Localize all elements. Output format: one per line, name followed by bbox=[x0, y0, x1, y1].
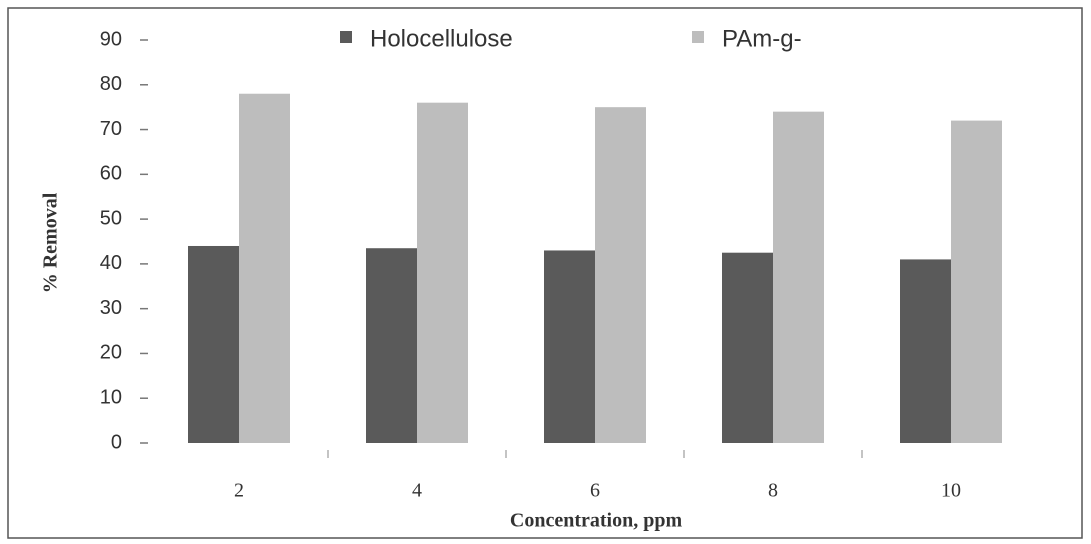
y-axis-title: % Removal bbox=[40, 192, 62, 293]
y-tick-label: 40 bbox=[100, 252, 122, 274]
y-tick-label: 90 bbox=[100, 28, 122, 50]
legend-swatch bbox=[340, 31, 352, 43]
x-tick-label: 10 bbox=[941, 480, 961, 502]
bar bbox=[951, 120, 1002, 443]
y-tick-label: 30 bbox=[100, 297, 122, 319]
x-axis-title: Concentration, ppm bbox=[510, 510, 683, 532]
y-tick-label: 70 bbox=[100, 118, 122, 140]
x-tick-label: 2 bbox=[234, 480, 244, 502]
y-tick-label: 10 bbox=[100, 387, 122, 409]
legend-label: PAm-g- bbox=[722, 25, 802, 52]
bar bbox=[366, 248, 417, 443]
y-tick-label: 0 bbox=[111, 431, 122, 453]
y-tick-label: 80 bbox=[100, 73, 122, 95]
y-tick-label: 60 bbox=[100, 163, 122, 185]
bar bbox=[417, 102, 468, 443]
bar bbox=[722, 252, 773, 443]
legend-label: Holocellulose bbox=[370, 25, 513, 52]
bar bbox=[595, 107, 646, 444]
x-tick-label: 6 bbox=[590, 480, 600, 502]
bar bbox=[544, 250, 595, 443]
legend-swatch bbox=[692, 31, 704, 43]
bar bbox=[188, 245, 239, 443]
bar bbox=[900, 259, 951, 443]
x-tick-label: 4 bbox=[412, 480, 422, 502]
y-tick-label: 50 bbox=[100, 207, 122, 229]
bar bbox=[239, 93, 290, 443]
y-tick-label: 20 bbox=[100, 342, 122, 364]
x-tick-label: 8 bbox=[768, 480, 778, 502]
bar bbox=[773, 111, 824, 444]
